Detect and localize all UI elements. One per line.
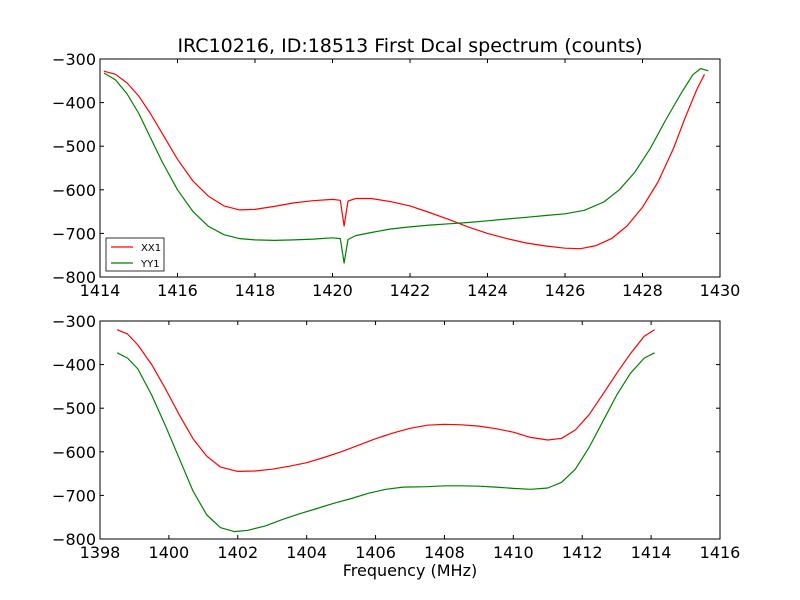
top-series-line-xx1	[103, 70, 706, 250]
top-x-tick-label: 1414	[80, 281, 121, 300]
bottom-y-tick-label: −500	[52, 399, 96, 418]
bottom-y-tick-label: −600	[52, 443, 96, 462]
bottom-x-tick-label: 1412	[562, 543, 603, 562]
top-x-tick-label: 1420	[312, 281, 353, 300]
top-x-tick-label: 1422	[390, 281, 431, 300]
top-axes-frame	[99, 58, 721, 278]
top-x-tick-label: 1424	[467, 281, 508, 300]
top-y-tick-label: −500	[52, 137, 96, 156]
top-y-tick-label: −300	[52, 50, 96, 69]
bottom-y-tick-label: −700	[52, 486, 96, 505]
bottom-axis-ticks: 1398 1400 1402 1404 1406 1408 1410 1412 1414 1416…	[52, 312, 740, 562]
chart-title: IRC10216, ID:18513 First Dcal spectrum (…	[177, 35, 642, 57]
bottom-series-lines	[116, 329, 655, 533]
top-y-tick-label: −800	[52, 268, 96, 287]
top-y-tick-label: −400	[52, 94, 96, 113]
bottom-y-tick-label: −800	[52, 530, 96, 549]
top-y-tick-label: −600	[52, 181, 96, 200]
top-axis-ticks: 1414 1416 1418 1420 1422 1424 1426 1428 1430 −300…	[52, 50, 740, 300]
top-x-tick-label: 1426	[545, 281, 586, 300]
legend-box	[105, 237, 165, 272]
top-y-tick-label: −700	[52, 224, 96, 243]
bottom-y-tick-label: −400	[52, 356, 96, 375]
bottom-x-tick-label: 1414	[631, 543, 672, 562]
bottom-x-tick-label: 1406	[355, 543, 396, 562]
legend: XX1 YY1	[105, 237, 165, 272]
top-subplot: 1414 1416 1418 1420 1422 1424 1426 1428 1430 −300…	[52, 50, 740, 300]
bottom-x-tick-label: 1416	[700, 543, 741, 562]
x-axis-label: Frequency (MHz)	[343, 561, 477, 580]
bottom-x-tick-label: 1410	[493, 543, 534, 562]
top-x-tick-label: 1416	[157, 281, 198, 300]
legend-label-xx1: XX1	[141, 243, 161, 254]
bottom-y-tick-label: −300	[52, 312, 96, 331]
bottom-plot-area	[100, 321, 720, 539]
top-x-tick-label: 1418	[235, 281, 276, 300]
bottom-x-tick-label: 1404	[286, 543, 327, 562]
bottom-series-line-green	[116, 352, 655, 533]
bottom-x-tick-label: 1398	[80, 543, 121, 562]
bottom-x-tick-label: 1408	[424, 543, 465, 562]
top-x-tick-label: 1428	[622, 281, 663, 300]
bottom-x-tick-label: 1402	[217, 543, 258, 562]
bottom-subplot: 1398 1400 1402 1404 1406 1408 1410 1412 1414 1416…	[52, 312, 740, 562]
top-series-line-yy1	[103, 67, 709, 264]
legend-label-yy1: YY1	[140, 259, 160, 270]
top-series-lines	[103, 67, 709, 264]
top-plot-area	[100, 59, 720, 277]
bottom-series-line-red	[116, 329, 655, 472]
top-x-tick-label: 1430	[700, 281, 741, 300]
bottom-axes-frame	[99, 320, 721, 540]
bottom-x-tick-label: 1400	[149, 543, 190, 562]
